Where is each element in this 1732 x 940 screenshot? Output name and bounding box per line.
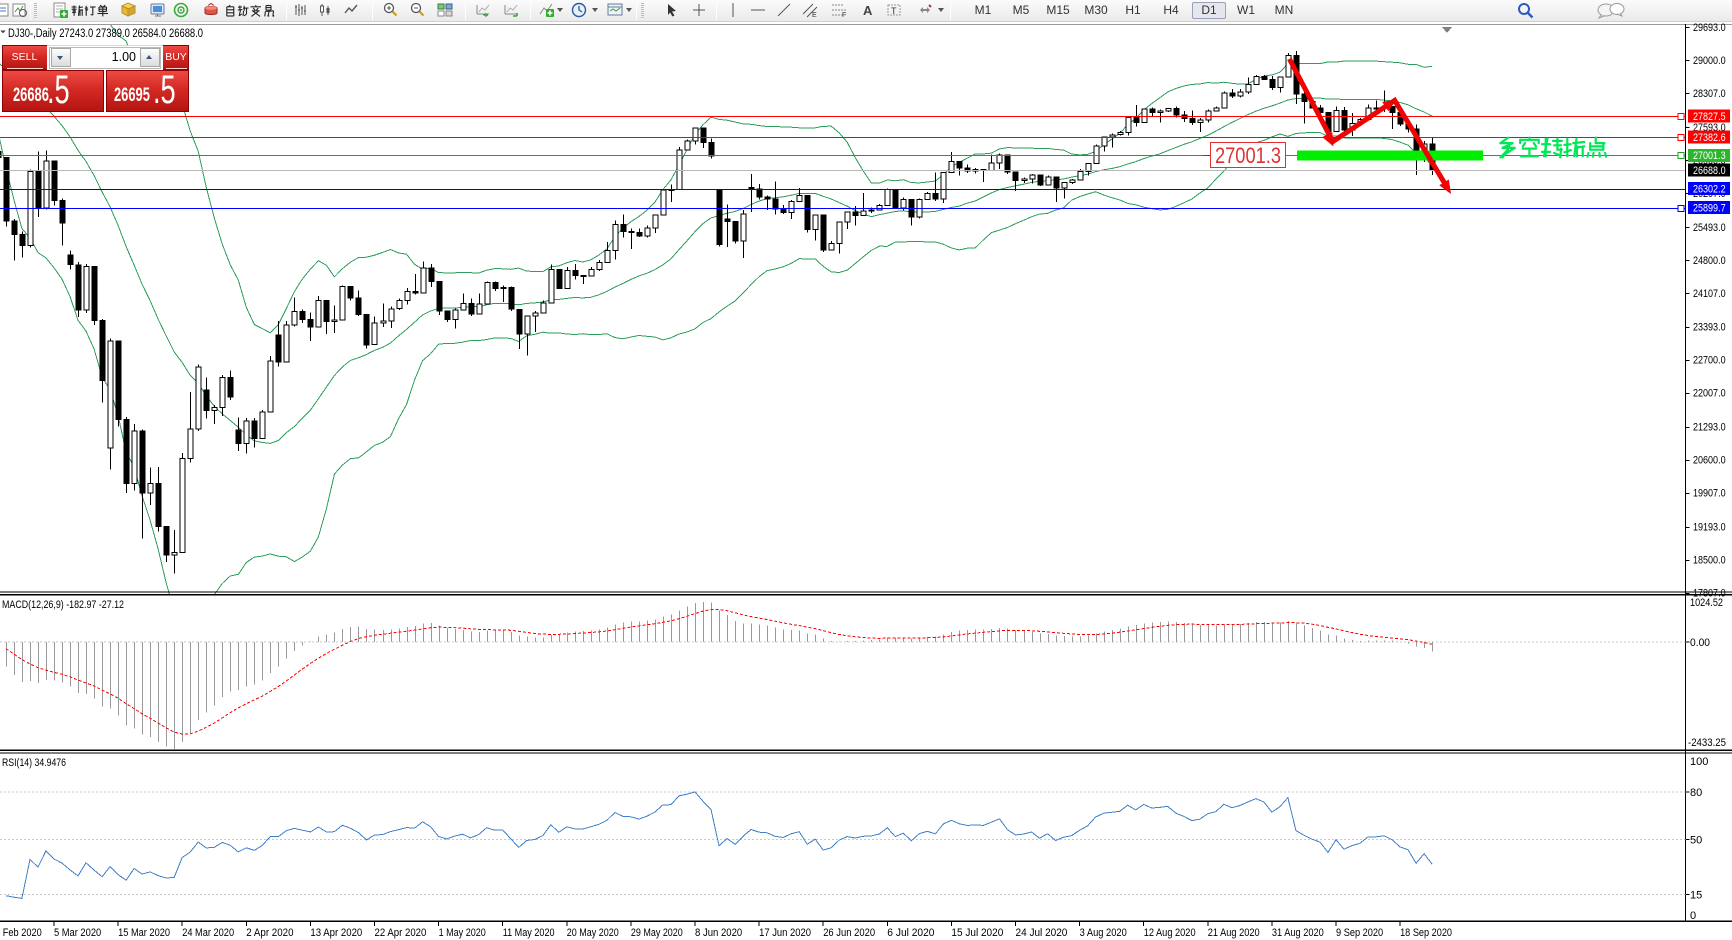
svg-text:29000.0: 29000.0 [1693,55,1726,67]
svg-text:80: 80 [1690,787,1702,799]
svg-text:1024.52: 1024.52 [1690,597,1723,609]
svg-text:24800.0: 24800.0 [1693,255,1726,267]
svg-text:25899.7: 25899.7 [1693,203,1726,215]
svg-text:6 Jul 2020: 6 Jul 2020 [887,927,934,939]
svg-text:8 Jun 2020: 8 Jun 2020 [695,927,742,939]
svg-text:17807.0: 17807.0 [1693,587,1726,599]
svg-text:19193.0: 19193.0 [1693,522,1726,534]
svg-text:15 Jul 2020: 15 Jul 2020 [951,927,1003,939]
svg-text:RSI(14) 34.9476: RSI(14) 34.9476 [2,757,66,769]
svg-text:1 May 2020: 1 May 2020 [439,927,486,939]
svg-text:21 Aug 2020: 21 Aug 2020 [1208,927,1260,939]
svg-text:29693.0: 29693.0 [1693,22,1726,34]
svg-text:DJ30-,Daily 27243.0 27389.0 2: DJ30-,Daily 27243.0 27389.0 26584.0 2668… [8,28,203,40]
svg-text:31 Aug 2020: 31 Aug 2020 [1272,927,1324,939]
svg-text:15: 15 [1690,890,1702,902]
svg-text:25 Feb 2020: 25 Feb 2020 [0,927,42,939]
svg-text:15 Mar 2020: 15 Mar 2020 [118,927,170,939]
svg-text:MACD(12,26,9) -182.97 -27.12: MACD(12,26,9) -182.97 -27.12 [2,599,124,611]
svg-text:11 May 2020: 11 May 2020 [503,927,555,939]
svg-text:29 May 2020: 29 May 2020 [631,927,683,939]
svg-text:18500.0: 18500.0 [1693,555,1726,567]
svg-text:20 May 2020: 20 May 2020 [567,927,619,939]
svg-text:T: T [891,6,897,16]
svg-text:27001.3: 27001.3 [1693,150,1726,162]
svg-text:3 Aug 2020: 3 Aug 2020 [1080,927,1127,939]
svg-text:28307.0: 28307.0 [1693,88,1726,100]
svg-text:E: E [812,12,817,19]
svg-text:19907.0: 19907.0 [1693,488,1726,500]
svg-text:12 Aug 2020: 12 Aug 2020 [1144,927,1196,939]
svg-text:100: 100 [1690,756,1708,768]
svg-text:26302.2: 26302.2 [1693,183,1726,195]
svg-text:50: 50 [1690,834,1702,846]
svg-text:25493.0: 25493.0 [1693,222,1726,234]
svg-text:5 Mar 2020: 5 Mar 2020 [54,927,101,939]
svg-text:24 Mar 2020: 24 Mar 2020 [182,927,234,939]
svg-text:26688.0: 26688.0 [1693,165,1726,177]
svg-text:22 Apr 2020: 22 Apr 2020 [375,927,427,939]
svg-text:24 Jul 2020: 24 Jul 2020 [1016,927,1068,939]
svg-text:18 Sep 2020: 18 Sep 2020 [1400,927,1452,939]
svg-text:26 Jun 2020: 26 Jun 2020 [823,927,875,939]
svg-text:2 Apr 2020: 2 Apr 2020 [246,927,293,939]
svg-text:22700.0: 22700.0 [1693,355,1726,367]
svg-text:24107.0: 24107.0 [1693,288,1726,300]
svg-text:0: 0 [1690,910,1696,922]
svg-text:20600.0: 20600.0 [1693,455,1726,467]
svg-text:9 Sep 2020: 9 Sep 2020 [1336,927,1383,939]
svg-text:22007.0: 22007.0 [1693,388,1726,400]
svg-text:27382.6: 27382.6 [1693,132,1726,144]
svg-text:0.00: 0.00 [1690,637,1710,649]
svg-text:21293.0: 21293.0 [1693,422,1726,434]
svg-text:27827.5: 27827.5 [1693,111,1726,123]
svg-text:13 Apr 2020: 13 Apr 2020 [310,927,362,939]
svg-text:27001.3: 27001.3 [1215,143,1281,168]
svg-text:-2433.25: -2433.25 [1688,737,1726,749]
svg-text:17 Jun 2020: 17 Jun 2020 [759,927,811,939]
svg-text:F: F [842,12,846,19]
svg-text:23393.0: 23393.0 [1693,322,1726,334]
